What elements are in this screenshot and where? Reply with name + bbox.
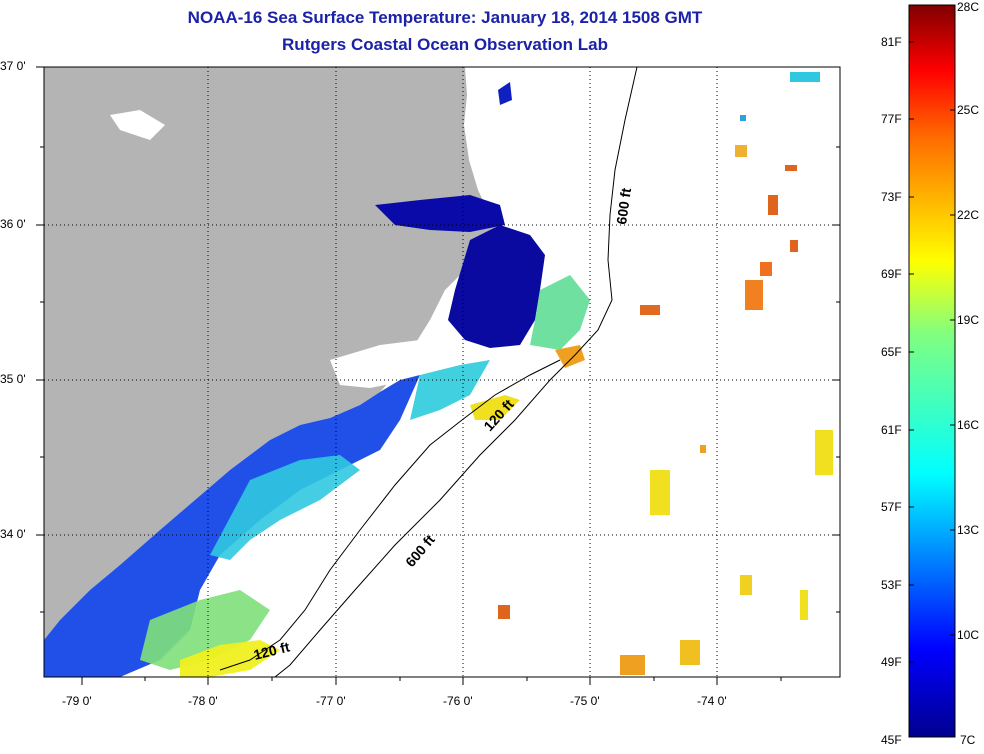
gulfstream-edge-orange xyxy=(555,345,585,368)
lon-label-75: -75 0' xyxy=(570,694,600,708)
colorbar-c-19: 19C xyxy=(957,313,980,327)
lat-label-34: 34 0' xyxy=(0,527,26,541)
colorbar-f-61: 61F xyxy=(881,423,902,437)
colorbar-f-65: 65F xyxy=(881,345,902,359)
colorbar-f-69: 69F xyxy=(881,267,902,281)
colorbar-f-77: 77F xyxy=(881,112,902,126)
map-title: NOAA-16 Sea Surface Temperature: January… xyxy=(187,8,703,27)
lat-label-35: 35 0' xyxy=(0,372,26,386)
colorbar-f-45: 45F xyxy=(881,733,902,747)
lon-label-76: -76 0' xyxy=(443,694,473,708)
inlet-cold-water xyxy=(498,82,512,105)
map-subtitle: Rutgers Coastal Ocean Observation Lab xyxy=(282,35,608,54)
albemarle-sound-cold-water xyxy=(375,195,505,232)
colorbar-f-49: 49F xyxy=(881,655,902,669)
lon-label-74: -74 0' xyxy=(697,694,727,708)
colorbar-c-16: 16C xyxy=(957,418,980,432)
colorbar-c-7: 7C xyxy=(960,733,976,747)
lon-label-78: -78 0' xyxy=(188,694,218,708)
colorbar-gradient xyxy=(908,4,956,738)
shelf-water-yellow xyxy=(180,640,280,677)
lat-label-37: 37 0' xyxy=(0,59,26,73)
isobath-600ft-north xyxy=(274,67,638,677)
shelf-water-green xyxy=(140,590,270,670)
map-frame xyxy=(43,66,841,678)
pamlico-sound-cold-water xyxy=(448,225,545,348)
colorbar-f-53: 53F xyxy=(881,578,902,592)
colorbar-c-13: 13C xyxy=(957,523,980,537)
colorbar-c-25: 25C xyxy=(957,103,980,117)
inland-lake-white xyxy=(110,110,165,140)
colorbar-ticks xyxy=(909,41,955,663)
shelf-water-yellow-2 xyxy=(470,395,520,420)
midshelf-water xyxy=(210,455,360,560)
lat-label-36: 36 0' xyxy=(0,217,26,231)
isobath-label-600ft-north: 600 ft xyxy=(613,187,634,226)
lon-label-77: -77 0' xyxy=(316,694,346,708)
colorbar-f-57: 57F xyxy=(881,500,902,514)
banks-water-green xyxy=(530,275,590,350)
colorbar-c-10: 10C xyxy=(957,628,980,642)
isobath-label-600ft-south: 600 ft xyxy=(402,531,438,570)
colorbar-f-81: 81F xyxy=(881,35,902,49)
graticule xyxy=(44,67,840,677)
colorbar-c-22: 22C xyxy=(957,208,980,222)
lon-label-79: -79 0' xyxy=(62,694,92,708)
isobath-120ft xyxy=(219,359,561,671)
axis-ticks xyxy=(36,66,840,685)
cape-water-cyan xyxy=(410,360,490,420)
offshore-warm-patches xyxy=(498,72,833,675)
colorbar-f-73: 73F xyxy=(881,190,902,204)
colorbar-c-28: 28C xyxy=(957,0,980,14)
